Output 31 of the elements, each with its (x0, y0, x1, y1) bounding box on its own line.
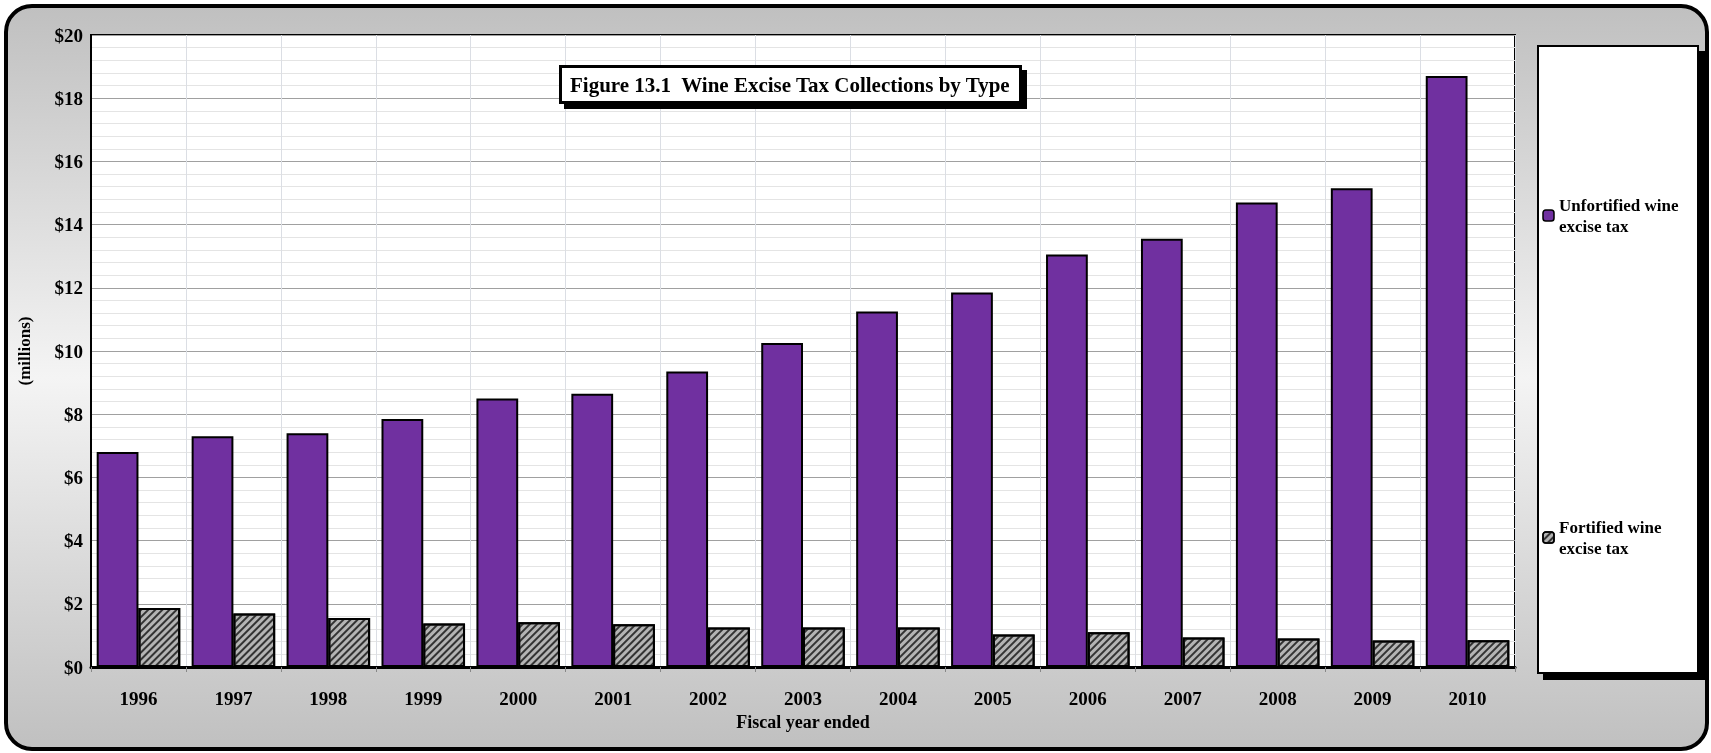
y-tick-label: $4 (64, 530, 84, 552)
y-tick-label: $6 (64, 466, 83, 488)
y-tick-label: $8 (64, 403, 83, 425)
x-tick-label: 2004 (878, 688, 918, 709)
x-tick-label: 2010 (1448, 688, 1487, 709)
y-tick-label: $16 (54, 150, 83, 172)
x-tick-label: 2003 (784, 688, 822, 709)
x-axis-title: Fiscal year ended (736, 711, 870, 732)
y-axis-title: (millions) (15, 316, 34, 386)
y-tick-label: $12 (54, 277, 83, 299)
x-tick-label: 1999 (404, 688, 443, 709)
y-tick-label: $18 (54, 87, 83, 109)
y-tick-label: $20 (54, 24, 83, 46)
x-tick-label: 2002 (689, 688, 728, 709)
x-tick-label: 2005 (973, 688, 1012, 709)
x-tick-label: 2008 (1258, 688, 1297, 709)
text: Figure 13.1 Wine Excise Tax Collections by Type (570, 72, 1010, 97)
x-tick-label: 1998 (309, 688, 348, 709)
legend-label: Unfortified wine excise tax (1559, 195, 1683, 236)
y-tick-label: $10 (54, 340, 83, 362)
x-tick-label: 1997 (214, 688, 253, 709)
legend-label: Fortified wine excise tax (1559, 517, 1666, 558)
x-tick-label: 2007 (1163, 688, 1203, 709)
y-tick-label: $14 (54, 214, 84, 236)
y-tick-label: $2 (64, 593, 83, 615)
y-tick-label: $0 (64, 656, 83, 678)
x-tick-label: 2006 (1068, 688, 1107, 709)
x-tick-label: 2000 (499, 688, 538, 709)
x-tick-label: 2001 (594, 688, 633, 709)
x-tick-label: 2009 (1353, 688, 1392, 709)
x-tick-label: 1996 (119, 688, 158, 709)
